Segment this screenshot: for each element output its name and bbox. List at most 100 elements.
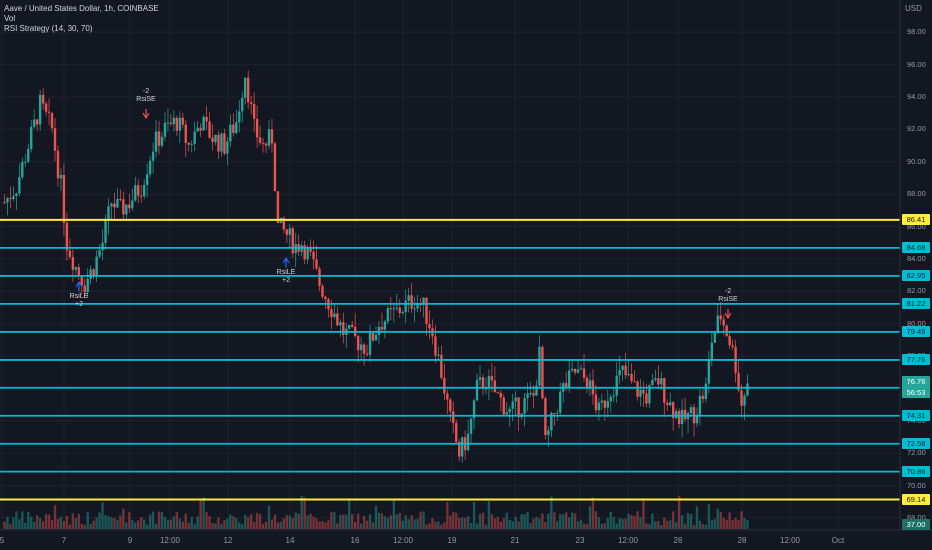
volume-bar (463, 517, 467, 529)
volume-bar (458, 517, 461, 529)
volume-bar (44, 514, 48, 529)
time-tick-label: 7 (61, 536, 67, 545)
volume-bar (312, 516, 315, 529)
candle-body (258, 137, 262, 143)
price-tick-label: 96.00 (907, 59, 926, 69)
volume-bar (273, 514, 277, 529)
volume-bar (648, 524, 651, 529)
candle-body (603, 400, 607, 408)
candle-body (526, 393, 529, 399)
candle-body (116, 198, 119, 208)
candle-body (276, 191, 280, 224)
volume-bar (725, 519, 728, 529)
strategy-label[interactable]: RSI Strategy (14, 30, 70) (4, 24, 93, 33)
volume-bar (122, 508, 125, 529)
candle-body (710, 342, 714, 360)
candle-body (392, 308, 396, 310)
candle-body (65, 222, 69, 251)
candle-body (282, 217, 286, 230)
volume-bar (368, 514, 372, 529)
price-tick-label: 88.00 (907, 189, 926, 199)
candle-body (71, 256, 75, 270)
volume-bar (594, 511, 598, 529)
candle-body (261, 142, 265, 144)
volume-bar (743, 518, 746, 529)
candle-body (12, 196, 15, 200)
candle-body (190, 143, 193, 145)
candle-body (481, 377, 485, 390)
candle-body (119, 198, 122, 200)
volume-bar (285, 515, 289, 529)
volume-bar (630, 514, 633, 529)
volume-bar (291, 517, 294, 529)
candle-body (68, 250, 72, 257)
volume-bar (362, 515, 366, 529)
volume-bar (603, 523, 607, 529)
candle-body (181, 117, 184, 125)
volume-bar (499, 521, 502, 529)
time-tick-label: 12 (223, 536, 233, 545)
volume-bar (428, 523, 431, 529)
candle-body (680, 409, 684, 425)
signal-qty: +2 (75, 301, 83, 308)
volume-bar (669, 520, 672, 529)
volume-bar (288, 515, 291, 529)
volume-bar (214, 523, 217, 529)
volume-bar (279, 521, 283, 529)
level-price-tag: 77.76 (902, 354, 930, 366)
candle-body (573, 368, 577, 373)
candle-body (199, 127, 202, 131)
candle-body (434, 336, 437, 356)
volume-bar (660, 524, 663, 529)
candle-body (472, 400, 476, 419)
candle-body (315, 259, 318, 269)
candle-body (633, 381, 636, 383)
candle-body (235, 122, 238, 134)
volume-indicator-label[interactable]: Vol (4, 14, 16, 23)
volume-bar (490, 514, 494, 529)
volume-bar (701, 524, 705, 529)
candle-body (648, 385, 651, 404)
candle-body (398, 307, 401, 314)
candle-body (223, 133, 226, 154)
candle-body (321, 285, 324, 297)
candle-body (175, 117, 179, 131)
time-tick-label: 28 (737, 536, 747, 545)
level-price-tag: 86.41 (902, 214, 930, 226)
volume-bar (244, 514, 247, 529)
volume-bar (484, 524, 488, 529)
volume-bar (92, 520, 95, 529)
volume-bar (71, 513, 75, 529)
candle-body (134, 185, 137, 201)
candle-body (514, 397, 517, 402)
symbol-title[interactable]: Aave / United States Dollar, 1h, COINBAS… (4, 4, 159, 13)
volume-bar (722, 517, 725, 529)
volume-bar (107, 516, 110, 529)
candle-body (389, 308, 393, 310)
volume-bar (446, 502, 449, 529)
long-entry-arrow (282, 256, 290, 267)
volume-bar (374, 505, 378, 529)
volume-bar (511, 521, 514, 529)
volume-bar (380, 513, 384, 529)
signal-name: RsiLE (276, 269, 296, 276)
volume-bar (565, 512, 568, 529)
volume-bar (351, 513, 354, 529)
candle-body (333, 313, 336, 318)
volume-bar (309, 513, 312, 529)
volume-bar (83, 524, 86, 529)
level-price-tag: 79.49 (902, 326, 930, 338)
volume-bar (562, 514, 565, 529)
volume-bar (526, 511, 529, 529)
candle-body (585, 377, 589, 389)
volume-bar (232, 516, 235, 529)
volume-bar (249, 514, 253, 529)
volume-bar (181, 521, 184, 529)
candle-body (615, 375, 618, 396)
candle-body (356, 336, 360, 351)
volume-bar (559, 514, 562, 529)
candle-body (689, 407, 693, 414)
candle-body (241, 97, 244, 112)
volume-bar (104, 515, 107, 529)
